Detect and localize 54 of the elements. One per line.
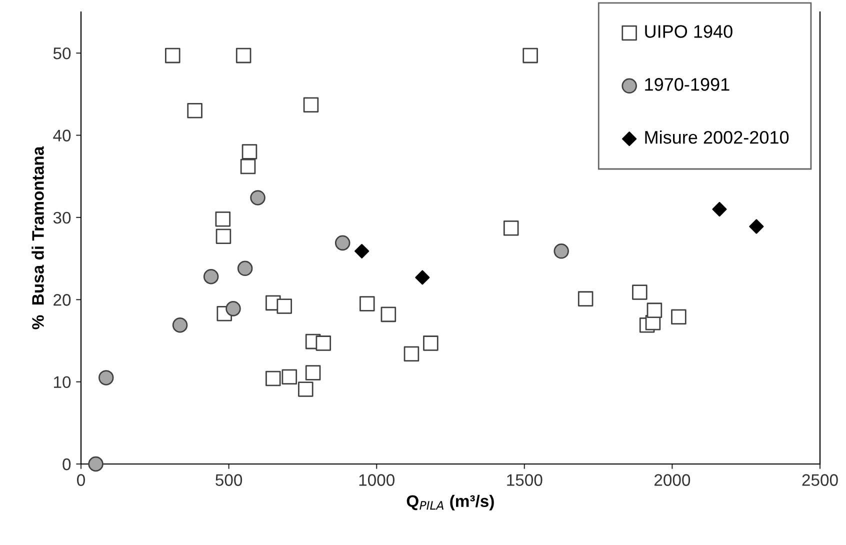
point: [215, 211, 231, 227]
point: [226, 301, 241, 316]
point: [303, 97, 319, 113]
point: [187, 102, 202, 118]
y-tick-label: 0: [62, 458, 71, 470]
point: [216, 228, 232, 244]
point: [88, 456, 104, 472]
point: [554, 244, 569, 259]
point: [242, 144, 258, 160]
point: [334, 235, 350, 251]
legend-label: Misure 2002-2010: [645, 130, 789, 144]
x-tick-label: 500: [216, 474, 242, 486]
point: [203, 268, 219, 284]
point: [250, 190, 266, 206]
x-tick-label: 1500: [507, 474, 542, 486]
y-tick-label: 10: [54, 376, 71, 388]
point: [423, 336, 438, 351]
point: [305, 365, 321, 380]
point: [164, 48, 180, 64]
point: [266, 370, 281, 386]
point: [282, 369, 298, 385]
y-axis-title: % Busa di Tramontana: [32, 146, 44, 330]
x-tick-label: 2000: [654, 474, 690, 486]
point: [240, 158, 256, 174]
point: [503, 220, 519, 236]
point: [316, 336, 332, 351]
y-tick-label: 30: [53, 212, 71, 224]
point: [578, 291, 594, 306]
x-axis-title: Q$_{PILA}$ (m³/s): [406, 494, 494, 510]
legend-label: UIPO 1940: [645, 25, 732, 38]
legend-label: 1970-1991: [645, 78, 730, 91]
point: [646, 302, 662, 318]
x-tick-label: 1000: [359, 474, 394, 486]
y-tick-label: 50: [53, 47, 71, 60]
point: [172, 317, 188, 333]
point: [380, 306, 396, 322]
point: [712, 202, 727, 217]
point: [404, 346, 420, 362]
y-tick-label: 20: [54, 294, 71, 306]
point: [749, 219, 764, 234]
point: [360, 296, 375, 312]
point: [298, 382, 314, 397]
point: [632, 284, 648, 300]
x-tick-label: 2500: [802, 474, 838, 486]
point: [415, 270, 430, 285]
x-tick-label: 0: [77, 474, 85, 486]
point: [237, 260, 253, 276]
point: [671, 309, 686, 325]
point: [354, 244, 370, 258]
point: [276, 298, 292, 314]
point: [98, 370, 114, 386]
point: [522, 48, 538, 64]
y-tick-label: 40: [53, 130, 71, 142]
point: [236, 48, 252, 64]
